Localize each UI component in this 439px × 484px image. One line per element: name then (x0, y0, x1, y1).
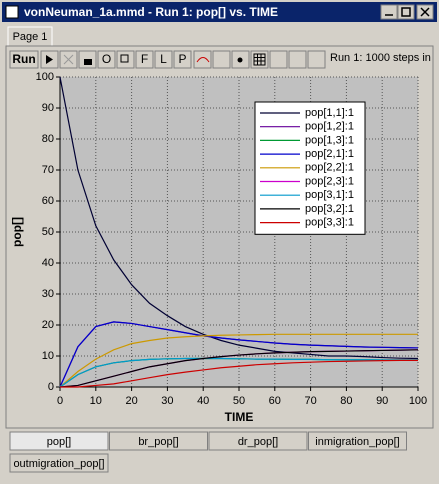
x-tick-label: 30 (161, 395, 173, 407)
grid-icon (253, 53, 266, 66)
y-tick-label: 100 (36, 71, 54, 83)
page-panel (5, 45, 434, 429)
window-title: vonNeuman_1a.mmd - Run 1: pop[] vs. TIME (24, 5, 278, 19)
x-tick-label: 40 (197, 395, 209, 407)
lock-icon (84, 59, 92, 65)
copy-button[interactable] (116, 50, 135, 69)
sheet-tab[interactable] (9, 453, 109, 473)
sheet-tab-label: outmigration_pop[] (13, 458, 104, 470)
legend-label: pop[1,1]:1 (305, 107, 354, 119)
run-status: Run 1: 1000 steps in (330, 52, 431, 64)
sheet-tab[interactable] (308, 431, 407, 451)
x-tick-label: 80 (340, 395, 352, 407)
title-bar (2, 2, 437, 22)
sheet-tab[interactable] (109, 431, 208, 451)
legend-label: pop[3,2]:1 (305, 203, 354, 215)
y-tick-label: 80 (42, 133, 54, 145)
legend-label: pop[2,2]:1 (305, 162, 354, 174)
x-tick-label: 70 (304, 395, 316, 407)
y-tick-label: 50 (42, 226, 54, 238)
legend-label: pop[3,3]:1 (305, 217, 354, 229)
x-tick-label: 20 (125, 395, 137, 407)
series-line (59, 321, 419, 388)
toolbar-button-label: F (141, 52, 148, 66)
curve-icon (196, 57, 210, 63)
maximize-button[interactable] (397, 4, 415, 20)
stop-icon (63, 54, 74, 65)
toolbar-button[interactable] (173, 50, 192, 69)
minimize-button[interactable] (380, 4, 398, 20)
y-tick-label: 30 (42, 288, 54, 300)
series-line (59, 76, 419, 360)
y-tick-label: 70 (42, 164, 54, 176)
x-tick-label: 90 (376, 395, 388, 407)
ic-button[interactable] (288, 50, 307, 69)
run-label: Run (12, 52, 35, 66)
toolbar-button-label: O (102, 52, 111, 66)
z-button[interactable] (307, 50, 326, 69)
series-line (59, 357, 418, 388)
window-controls (385, 7, 430, 17)
legend-label: pop[2,1]:1 (305, 148, 354, 160)
y-tick-label: 0 (48, 381, 54, 393)
page-tab-label: Page 1 (13, 31, 48, 43)
grid-button[interactable] (250, 50, 269, 69)
x-axis-label: TIME (225, 410, 254, 424)
toolbar-button-label: P (178, 52, 186, 66)
scatter-button[interactable] (212, 50, 231, 69)
toolbar-button[interactable] (97, 50, 116, 69)
sheet-tab-label: inmigration_pop[] (315, 436, 399, 448)
sheet-tab-label: dr_pop[] (238, 436, 278, 448)
y-tick-label: 20 (42, 319, 54, 331)
x-tick-label: 60 (269, 395, 281, 407)
x-tick-label: 0 (57, 395, 63, 407)
sheet-tab-label: br_pop[] (138, 436, 178, 448)
legend-label: pop[2,3]:1 (305, 175, 354, 187)
dot-icon (237, 57, 243, 63)
app-icon (5, 5, 19, 19)
series-line (59, 333, 418, 388)
legend-label: pop[1,2]:1 (305, 121, 354, 133)
toolbar-button[interactable] (154, 50, 173, 69)
legend-label: pop[3,1]:1 (305, 189, 354, 201)
series-line (60, 359, 418, 388)
series-line (59, 349, 419, 388)
zoom-button[interactable] (269, 50, 288, 69)
sheet-tab-label: pop[] (47, 436, 71, 448)
y-tick-label: 40 (42, 257, 54, 269)
x-tick-label: 50 (233, 395, 245, 407)
x-tick-label: 100 (409, 395, 427, 407)
toolbar-button-label: L (160, 52, 167, 66)
y-tick-label: 10 (42, 350, 54, 362)
copy-icon (120, 54, 129, 63)
toolbar-icons (40, 50, 326, 69)
y-tick-label: 90 (42, 102, 54, 114)
curve-button[interactable] (193, 50, 212, 69)
toolbar-button[interactable] (135, 50, 154, 69)
y-tick-label: 60 (42, 195, 54, 207)
legend-label: pop[1,3]:1 (305, 134, 354, 146)
sheet-tab[interactable] (9, 431, 109, 451)
play-icon (46, 55, 53, 64)
y-axis-label: pop[] (10, 217, 24, 247)
sheet-tab[interactable] (208, 431, 308, 451)
x-tick-label: 10 (90, 395, 102, 407)
run-button[interactable] (9, 50, 39, 69)
